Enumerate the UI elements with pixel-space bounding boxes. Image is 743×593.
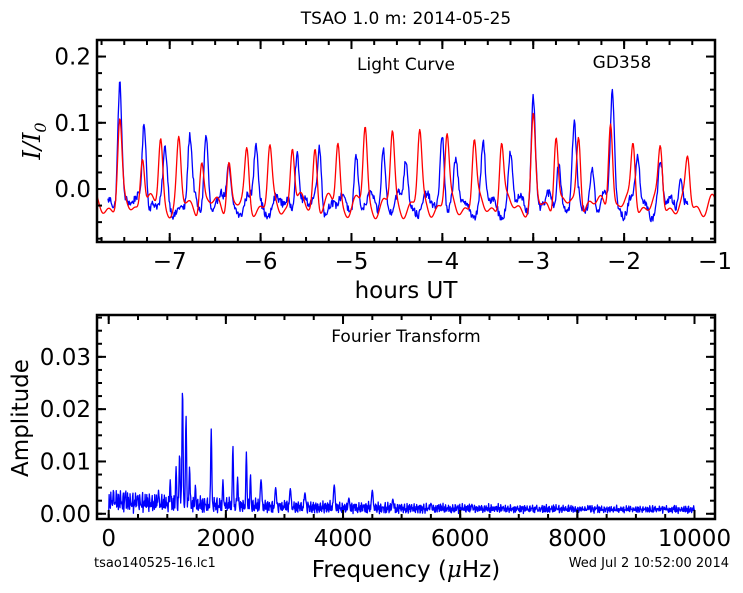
xlabel-main: Frequency ( bbox=[312, 557, 447, 583]
x-tick-label: −7 bbox=[153, 249, 187, 275]
x-tick-label: −2 bbox=[607, 249, 641, 275]
y-tick-label: 0.01 bbox=[40, 449, 91, 475]
file-name: tsao140525-16.lc1 bbox=[94, 556, 216, 571]
light-curve-xlabel: hours UT bbox=[355, 278, 459, 304]
timestamp: Wed Jul 2 10:52:00 2014 bbox=[569, 556, 729, 571]
figure-title: TSAO 1.0 m: 2014-05-25 bbox=[300, 9, 512, 29]
light-curve-ylabel: I/I0 bbox=[18, 122, 50, 160]
light-curve-lines bbox=[97, 81, 715, 223]
y-tick-label: 0.0 bbox=[54, 177, 91, 203]
light-curve-series-1 bbox=[107, 81, 689, 223]
light-curve-ticks: −7 −6 −5 −4 −3 −2 −1 0.0 0.1 0.2 bbox=[54, 39, 732, 275]
y-tick-label: 0.02 bbox=[40, 397, 91, 423]
light-curve-title: Light Curve bbox=[357, 55, 455, 75]
x-tick-label: 2000 bbox=[197, 526, 256, 552]
fourier-lines bbox=[108, 392, 696, 515]
fourier-panel: 0 2000 4000 6000 8000 10000 0.00 0.01 0.02 0.03 F… bbox=[8, 313, 731, 583]
light-curve-series-2 bbox=[97, 112, 715, 220]
ylabel-main: I/I bbox=[18, 132, 46, 161]
x-tick-label: 0 bbox=[101, 526, 116, 552]
y-tick-label: 0.03 bbox=[40, 345, 91, 371]
x-tick-label: −6 bbox=[244, 249, 278, 275]
fourier-frame bbox=[95, 313, 717, 521]
x-tick-label: −4 bbox=[425, 249, 459, 275]
x-tick-label: 10000 bbox=[658, 526, 731, 552]
fourier-ticks: 0 2000 4000 6000 8000 10000 0.00 0.01 0.02 0.03 bbox=[40, 315, 731, 552]
xlabel-tail: Hz) bbox=[462, 557, 500, 583]
x-tick-label: 6000 bbox=[431, 526, 490, 552]
ylabel-subscript: 0 bbox=[31, 122, 50, 132]
x-tick-label: −3 bbox=[516, 249, 550, 275]
xlabel-mu: μ bbox=[447, 557, 462, 583]
x-tick-label: −5 bbox=[335, 249, 369, 275]
y-tick-label: 0.00 bbox=[40, 502, 91, 528]
star-label: GD358 bbox=[593, 53, 652, 73]
x-tick-label: 8000 bbox=[548, 526, 607, 552]
light-curve-panel: −7 −6 −5 −4 −3 −2 −1 0.0 0.1 0.2 Light Curve GD35… bbox=[18, 38, 732, 304]
fourier-series-1 bbox=[108, 392, 696, 515]
fourier-ylabel: Amplitude bbox=[8, 359, 34, 477]
fourier-xlabel: Frequency (μHz) bbox=[312, 557, 500, 583]
x-tick-label: −1 bbox=[698, 249, 732, 275]
fourier-title: Fourier Transform bbox=[331, 327, 480, 347]
y-tick-label: 0.1 bbox=[54, 111, 91, 137]
light-curve-frame bbox=[95, 38, 717, 244]
y-tick-label: 0.2 bbox=[54, 45, 91, 71]
x-tick-label: 4000 bbox=[314, 526, 373, 552]
